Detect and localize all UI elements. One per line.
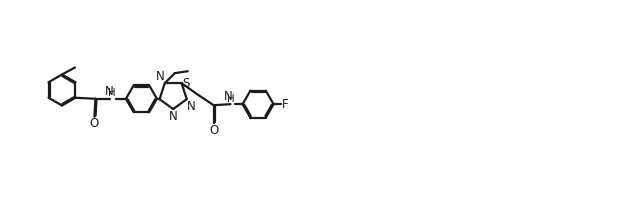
Text: N: N <box>155 70 164 83</box>
Text: N: N <box>224 90 233 103</box>
Text: O: O <box>209 124 218 137</box>
Text: H: H <box>108 88 116 98</box>
Text: O: O <box>90 117 99 130</box>
Text: N: N <box>105 85 114 98</box>
Text: S: S <box>182 77 189 90</box>
Text: F: F <box>282 98 288 111</box>
Text: N: N <box>187 100 196 113</box>
Text: N: N <box>169 109 177 123</box>
Text: H: H <box>227 94 235 104</box>
